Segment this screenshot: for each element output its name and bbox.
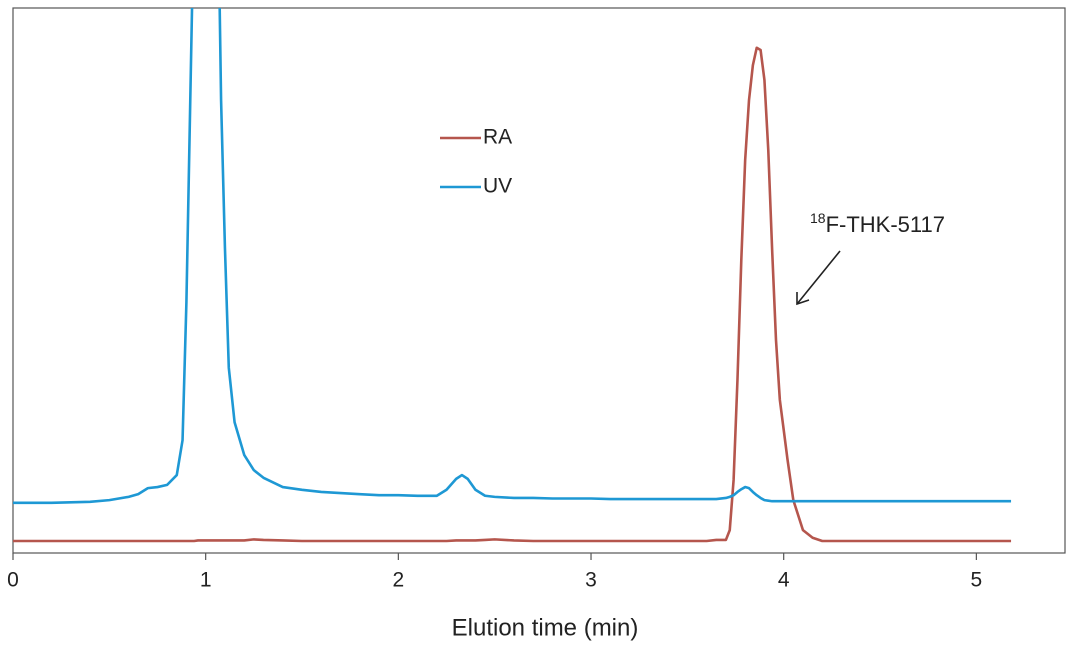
x-tick-label: 4 [778,569,790,592]
x-axis-label: Elution time (min) [452,614,639,641]
x-tick-label: 3 [585,569,597,592]
x-tick-label: 0 [7,569,19,592]
annotation-superscript: 18 [810,210,826,226]
annotation-arrowhead [796,292,810,306]
peak-annotation: 18F-THK-5117 [810,210,945,237]
x-tick-label: 2 [393,569,405,592]
plot-frame [12,7,1066,554]
series-line [13,8,1012,505]
annotation-text: F-THK-5117 [826,212,945,237]
plot-area [13,8,1012,543]
legend-label: RA [483,126,512,149]
legend-label: UV [483,175,512,198]
x-tick-label: 1 [200,569,212,592]
annotation-arrow [796,250,841,305]
x-tick-label: 5 [971,569,983,592]
series-line [13,46,1012,543]
